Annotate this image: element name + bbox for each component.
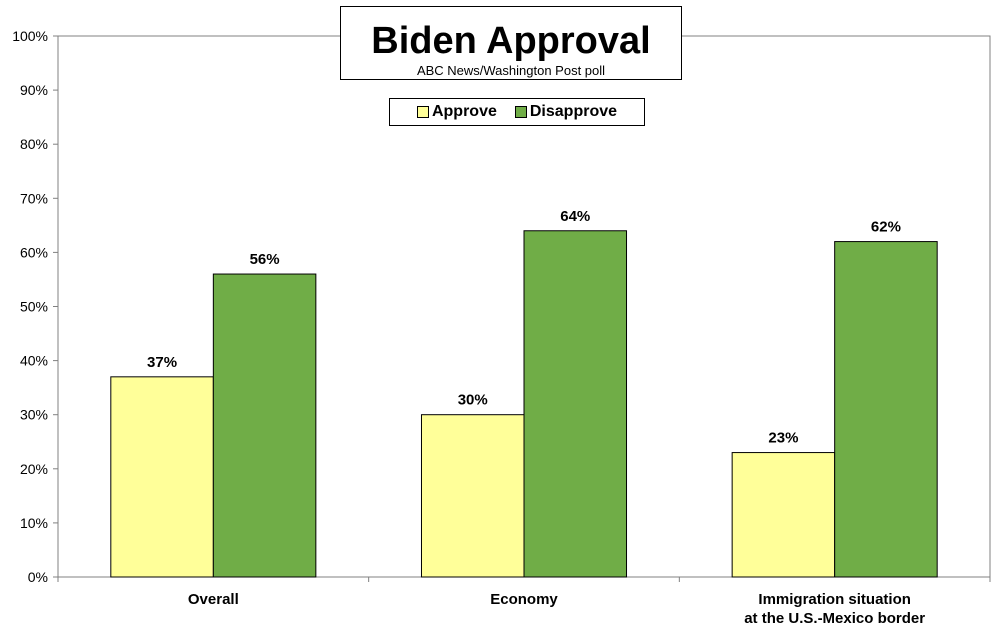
legend-label-approve: Approve — [431, 103, 497, 120]
legend-item-approve: Approve — [416, 103, 497, 121]
chart-title: Biden Approval — [371, 20, 651, 62]
bar-approve — [110, 376, 214, 578]
x-tick-label: Economy — [490, 591, 558, 608]
legend-swatch-disapprove — [514, 106, 527, 118]
y-tick-label: 20% — [20, 461, 48, 477]
bar-disapprove — [834, 241, 938, 578]
y-tick-label: 80% — [20, 136, 48, 152]
data-label: 23% — [768, 430, 798, 447]
y-tick-label: 90% — [20, 82, 48, 98]
chart-subtitle: ABC News/Washington Post poll — [416, 63, 606, 78]
y-tick-label: 30% — [20, 407, 48, 423]
data-label: 62% — [871, 219, 901, 236]
chart-legend: Approve Disapprove — [389, 98, 645, 126]
bar-approve — [420, 414, 525, 578]
y-tick-label: 60% — [20, 244, 48, 260]
x-tick-label: Immigration situation — [758, 591, 911, 608]
data-label: 64% — [560, 208, 590, 225]
chart-title-box: Biden Approval ABC News/Washington Post … — [340, 6, 682, 80]
x-tick-label: at the U.S.-Mexico border — [744, 610, 925, 627]
y-tick-label: 10% — [20, 515, 48, 531]
y-tick-label: 0% — [28, 569, 48, 585]
bar-disapprove — [212, 273, 317, 578]
legend-item-disapprove: Disapprove — [514, 103, 618, 121]
data-label: 30% — [458, 392, 488, 409]
legend-label-disapprove: Disapprove — [529, 103, 618, 120]
y-tick-label: 40% — [20, 353, 48, 369]
data-label: 37% — [147, 354, 177, 371]
x-tick-label: Overall — [188, 591, 239, 608]
y-tick-label: 70% — [20, 190, 48, 206]
data-label: 56% — [250, 251, 280, 268]
y-tick-label: 100% — [12, 28, 48, 44]
y-tick-label: 50% — [20, 299, 48, 315]
bar-disapprove — [523, 230, 628, 578]
legend-swatch-approve — [416, 106, 429, 118]
bar-approve — [731, 452, 836, 578]
